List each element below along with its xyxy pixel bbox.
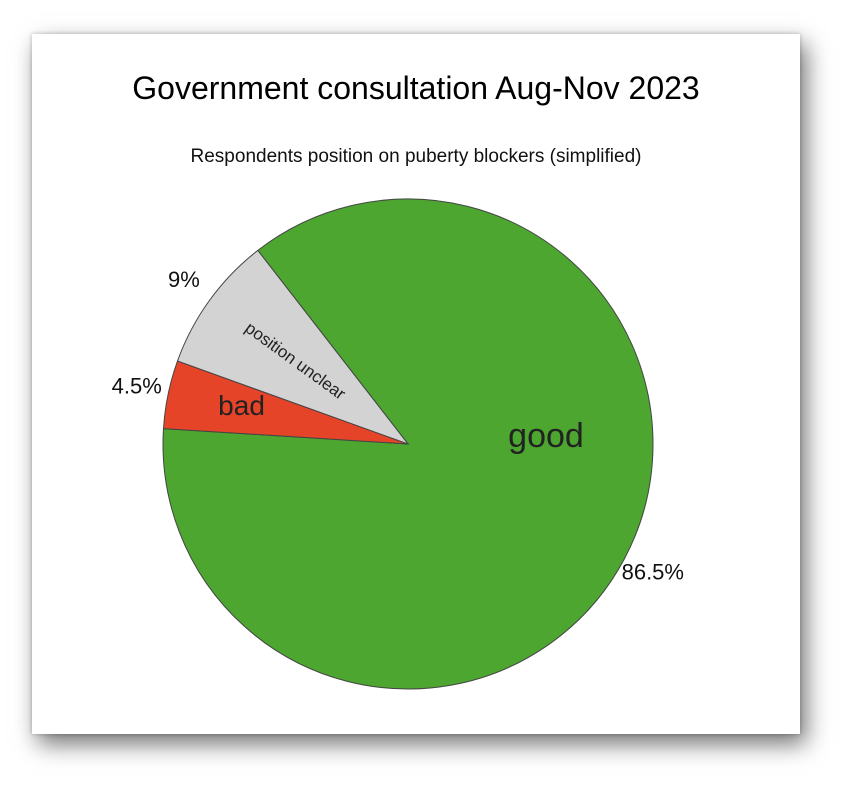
- chart-card: Government consultation Aug-Nov 2023 Res…: [32, 34, 800, 734]
- slice-label-bad: bad: [218, 390, 265, 421]
- chart-title: Government consultation Aug-Nov 2023: [132, 70, 700, 106]
- pie-slice-position-unclear: [176, 249, 410, 446]
- pct-label-bad: 4.5%: [112, 374, 162, 399]
- chart-subtitle: Respondents position on puberty blockers…: [190, 146, 642, 167]
- pct-label-good: 86.5%: [622, 559, 684, 584]
- pct-label-position-unclear: 9%: [168, 267, 200, 292]
- slice-label-good: good: [508, 417, 584, 455]
